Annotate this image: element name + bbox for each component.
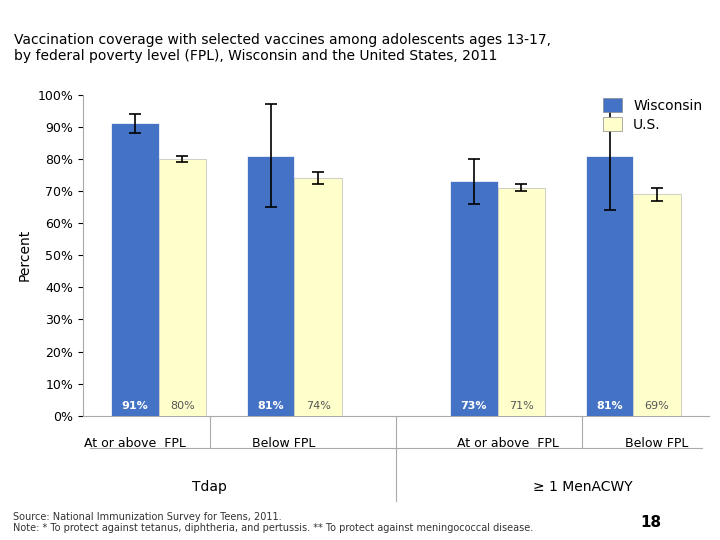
Bar (450, 181, 498, 416)
Legend: Wisconsin, U.S.: Wisconsin, U.S. (603, 98, 702, 132)
Text: 81%: 81% (596, 401, 623, 411)
Text: COMMUNICABLE DISEASE: COMMUNICABLE DISEASE (9, 8, 207, 22)
Text: Tdap: Tdap (192, 480, 227, 494)
Text: Below FPL: Below FPL (253, 436, 316, 450)
Text: Immunization among youth: Immunization among youth (497, 8, 711, 22)
Text: Below FPL: Below FPL (625, 436, 689, 450)
Text: 80%: 80% (170, 401, 195, 411)
Bar (498, 188, 545, 416)
Text: ≥ 1 MenACWY: ≥ 1 MenACWY (533, 480, 632, 494)
Text: Vaccination coverage with selected vaccines among adolescents ages 13-17,
by fed: Vaccination coverage with selected vacci… (14, 33, 552, 63)
Text: At or above  FPL: At or above FPL (84, 436, 186, 450)
Bar (112, 124, 158, 416)
Text: 18: 18 (641, 515, 662, 530)
Text: Source: National Immunization Survey for Teens, 2011.
Note: * To protect against: Source: National Immunization Survey for… (13, 512, 534, 534)
Text: 91%: 91% (122, 401, 148, 411)
Bar (294, 178, 342, 416)
Bar (158, 159, 206, 416)
Text: 81%: 81% (257, 401, 284, 411)
Text: 69%: 69% (644, 401, 670, 411)
Bar (247, 156, 294, 416)
Text: 73%: 73% (461, 401, 487, 411)
Text: At or above  FPL: At or above FPL (457, 436, 559, 450)
Text: 74%: 74% (305, 401, 330, 411)
Bar (634, 194, 680, 416)
Y-axis label: Percent: Percent (18, 229, 32, 281)
Bar (586, 156, 634, 416)
Text: 71%: 71% (509, 401, 534, 411)
